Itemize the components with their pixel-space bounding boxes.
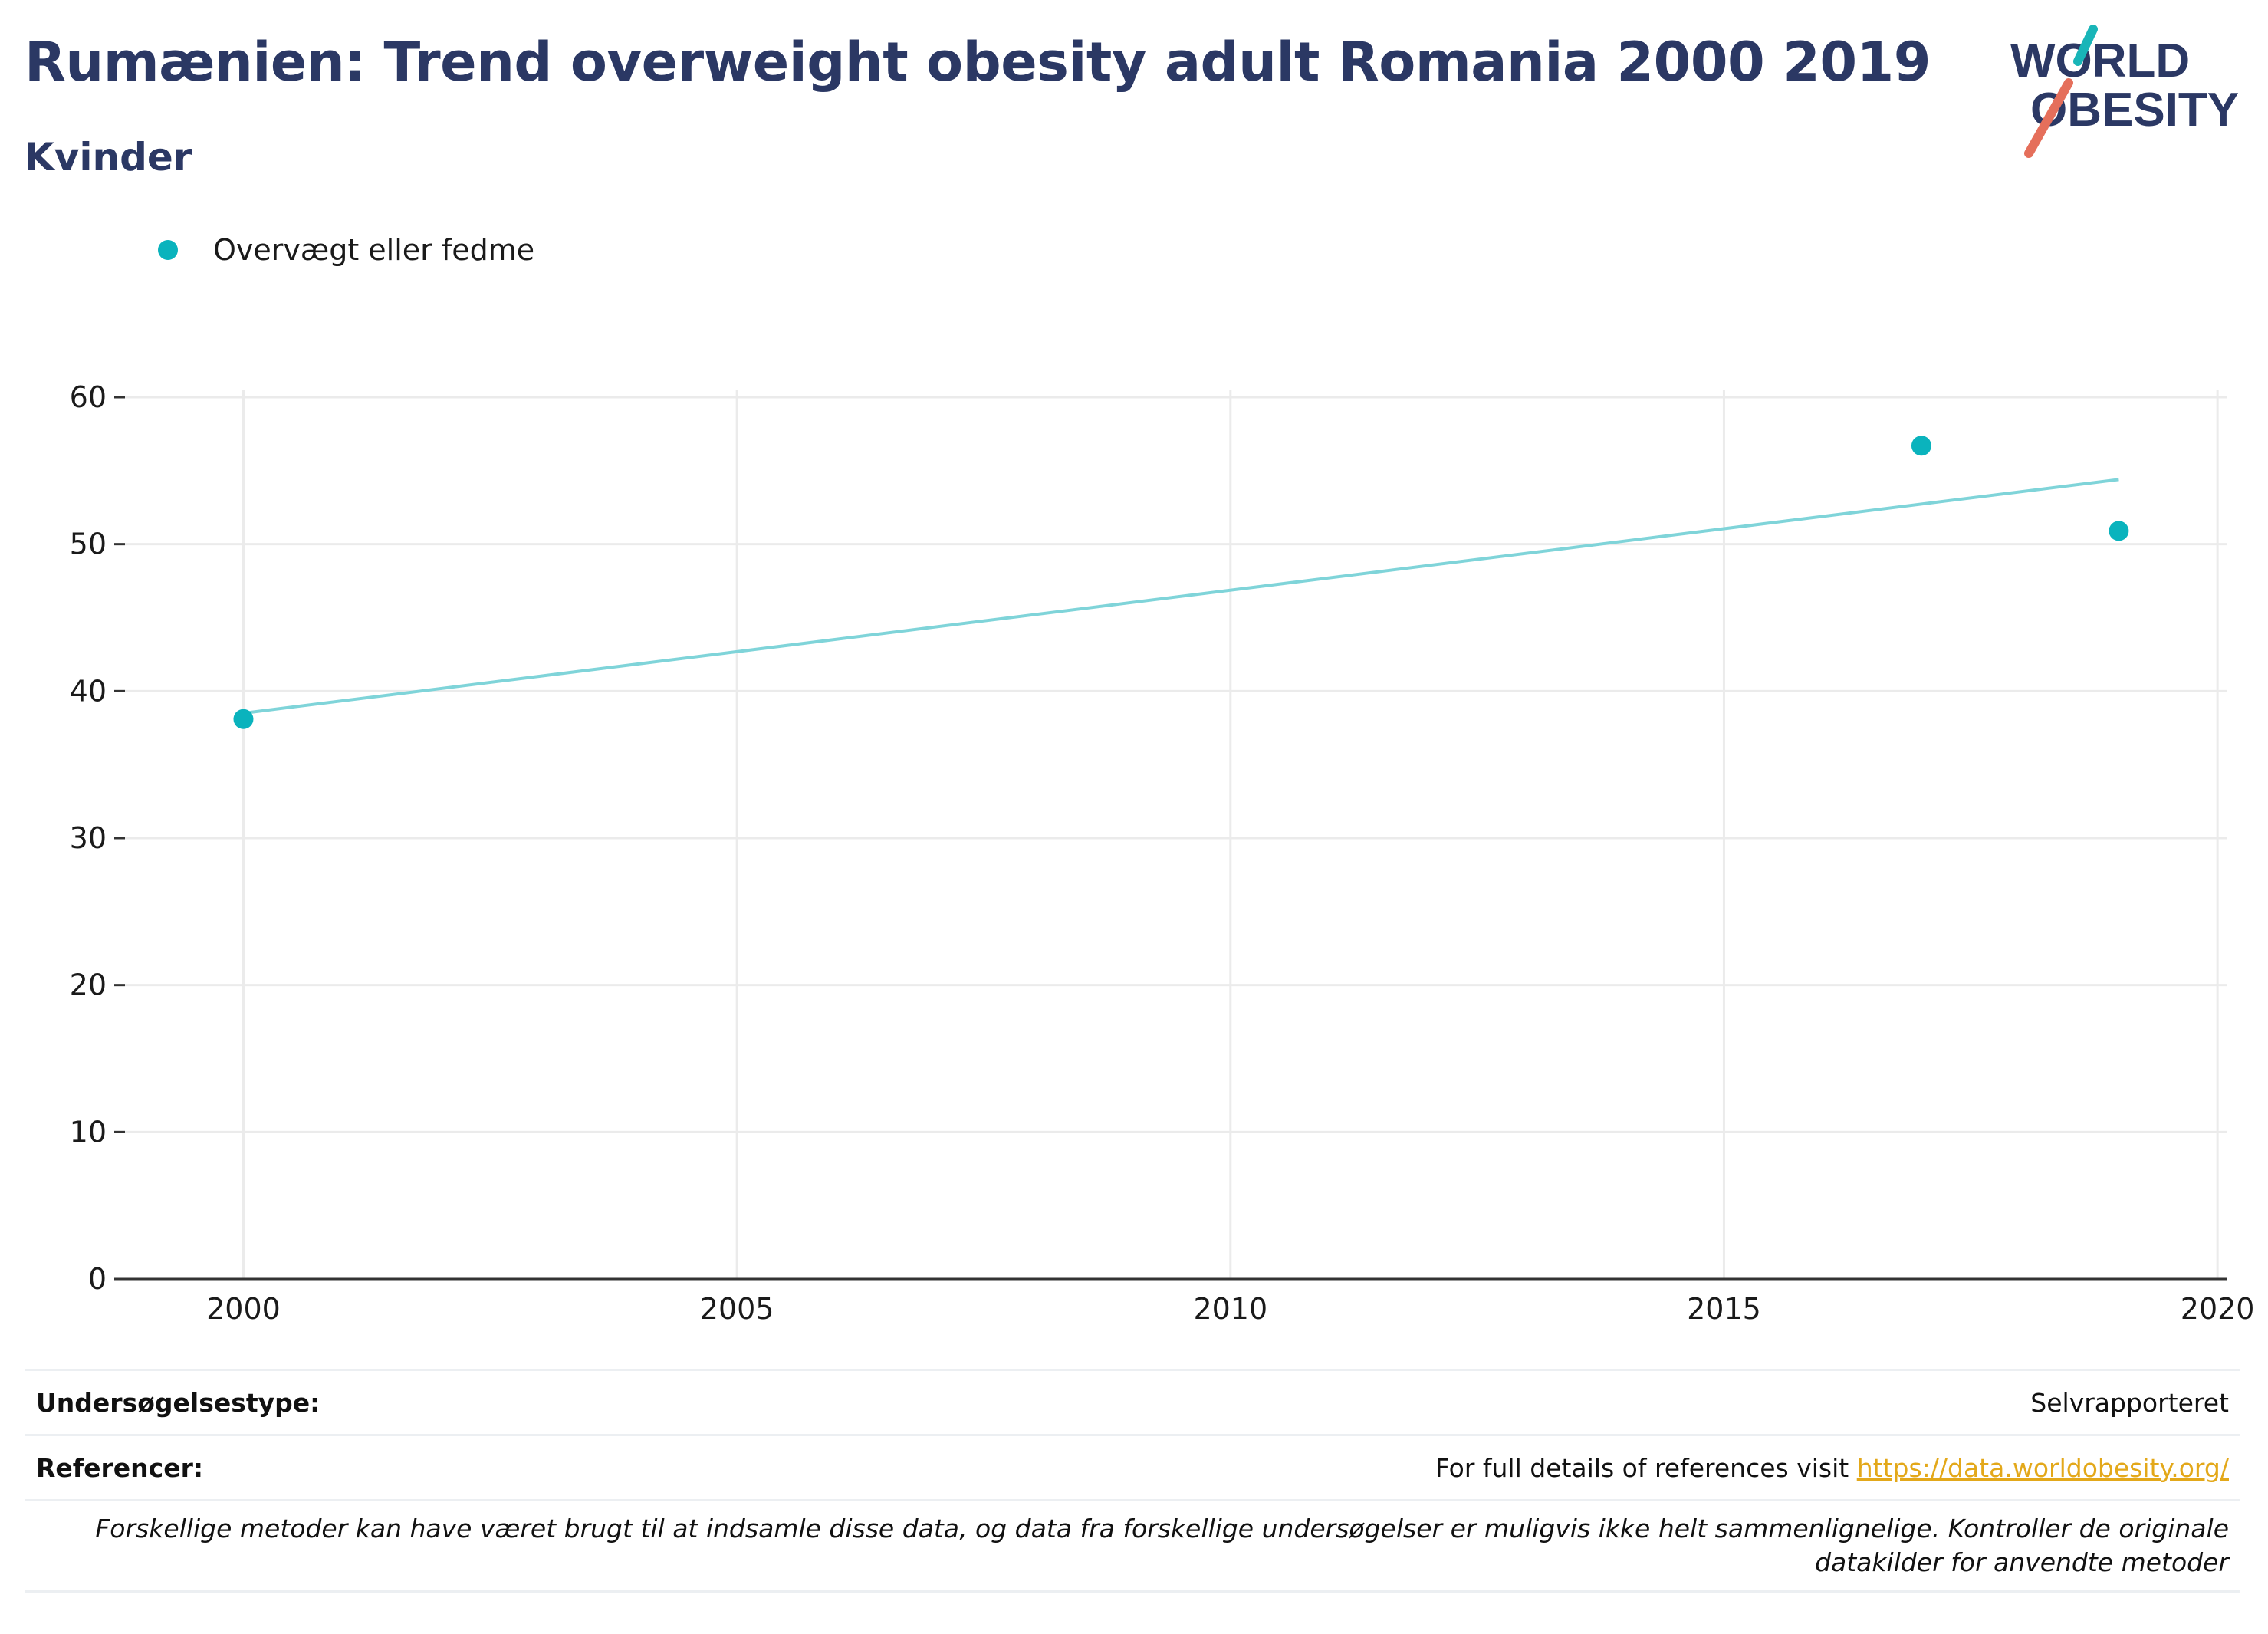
legend-label: Overvægt eller fedme <box>213 233 535 267</box>
y-tick-label: 30 <box>70 821 107 855</box>
y-tick-label: 50 <box>70 528 107 561</box>
x-tick-label: 2010 <box>1193 1292 1267 1326</box>
y-tick-label: 40 <box>70 674 107 708</box>
survey-type-value: Selvrapporteret <box>2030 1387 2229 1418</box>
y-tick-label: 60 <box>70 380 107 414</box>
x-tick-label: 2005 <box>700 1292 774 1326</box>
x-tick-label: 2020 <box>2181 1292 2255 1326</box>
trend-line <box>243 478 2119 715</box>
chart-title: Rumænien: Trend overweight obesity adult… <box>25 31 1931 94</box>
marks <box>233 436 2129 729</box>
logo-line1: WORLD <box>2010 35 2190 87</box>
data-point <box>1911 436 1931 456</box>
disclaimer: Forskellige metoder kan have været brugt… <box>25 1499 2240 1593</box>
legend-marker <box>158 240 178 260</box>
data-point <box>233 709 254 729</box>
legend[interactable]: Overvægt eller fedme <box>158 230 534 270</box>
references-link[interactable]: https://data.worldobesity.org/ <box>1856 1452 2229 1483</box>
x-tick-label: 2000 <box>206 1292 281 1326</box>
grid <box>125 390 2227 1279</box>
y-tick-label: 0 <box>88 1262 107 1296</box>
chart-subtitle: Kvinder <box>25 135 192 179</box>
y-tick-label: 20 <box>70 968 107 1002</box>
footer: Undersøgelsestype: Selvrapporteret Refer… <box>25 1369 2240 1593</box>
x-tick-label: 2015 <box>1687 1292 1761 1326</box>
y-tick-label: 10 <box>70 1115 107 1149</box>
references-text: For full details of references visit <box>1435 1452 1857 1483</box>
references-row: Referencer: For full details of referenc… <box>25 1434 2240 1499</box>
world-obesity-logo[interactable]: WORLD OBESITY <box>1994 23 2254 161</box>
survey-type-label: Undersøgelsestype: <box>36 1387 320 1418</box>
references-label: Referencer: <box>36 1452 204 1483</box>
survey-type-row: Undersøgelsestype: Selvrapporteret <box>25 1369 2240 1434</box>
axes: 0 10 20 30 40 50 60 2000 2005 2010 2015 2020 <box>70 380 2255 1326</box>
chart-plot: 0 10 20 30 40 50 60 2000 2005 2010 2015 2020 <box>70 380 2255 1326</box>
references-value: For full details of references visit htt… <box>1435 1453 2229 1483</box>
data-point <box>2109 521 2129 541</box>
